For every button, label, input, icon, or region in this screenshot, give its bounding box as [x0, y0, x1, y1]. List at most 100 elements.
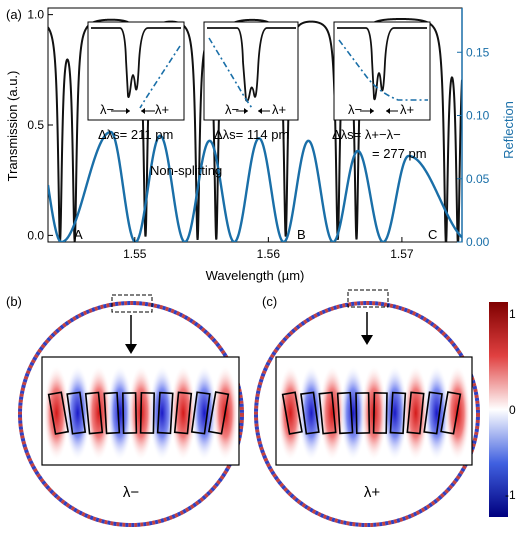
inset-1-lambda-minus: λ−: [100, 102, 114, 117]
field-lobe-negative: [423, 365, 450, 461]
ring-c-arrow-head: [361, 335, 373, 345]
colorbar-tick-mid: 0: [509, 403, 516, 417]
ring-c: λ+: [254, 289, 480, 527]
inset-3-delta-value: = 277 pm: [372, 146, 427, 161]
inset-2: λ− λ+ Δλs= 114 pm: [203, 21, 299, 142]
ring-b-red-lobes: [18, 301, 244, 527]
inset-3: λ− λ+ Δλs= λ+−λ− = 277 pm: [332, 21, 431, 161]
inset-2-frame: [203, 21, 299, 121]
waveguide-segment: [440, 391, 462, 435]
x-tick-label: 1.56: [257, 247, 281, 261]
colorbar-tick-min: -1: [505, 488, 516, 502]
waveguide-segment: [173, 391, 193, 435]
field-lobe-positive: [319, 365, 346, 461]
waveguide-segment: [84, 391, 104, 435]
waveguide-segment: [423, 391, 443, 435]
inset-1-arrow-right-head: [141, 108, 145, 114]
panel-a-label: (a): [6, 7, 22, 22]
field-lobe-positive: [85, 365, 112, 461]
waveguide-segment: [122, 392, 138, 434]
zoom-b-field: [43, 365, 239, 461]
inset-3-transmission: [337, 27, 427, 101]
dip-label-a: A: [74, 227, 83, 242]
inset-3-arrow-right-head: [386, 108, 390, 114]
field-lobe-negative: [381, 365, 408, 461]
inset-1-reflection: [139, 45, 181, 109]
series-transmission: [48, 18, 462, 242]
field-lobe-positive: [402, 365, 429, 461]
ring-c-red-lobes: [254, 301, 480, 527]
y-axis-left-title: Transmission (a.u.): [5, 71, 20, 182]
ring-b: λ−: [18, 294, 244, 527]
y-axis-right-title: Reflection: [501, 101, 516, 159]
colorbar-gradient: [489, 302, 508, 517]
y-right-tick-label: 0.05: [466, 172, 490, 186]
y-left-tick-label: 1.0: [27, 8, 44, 22]
waveguide-segment: [47, 391, 70, 435]
waveguide-segment: [207, 391, 230, 435]
field-lobe-positive: [43, 365, 70, 461]
waveguide-segment: [372, 392, 388, 434]
inset-2-arrow-right-head: [258, 108, 262, 114]
waveguide-segment: [281, 391, 303, 435]
y-left-tick-label: 0.5: [27, 118, 44, 132]
waveguide-segment: [300, 391, 320, 435]
ring-b-zoom-marker: [111, 294, 153, 313]
inset-2-lambda-minus: λ−: [225, 102, 239, 117]
non-splitting-label: Non-splitting: [150, 163, 222, 178]
inset-3-delta: Δλs= λ+−λ−: [332, 127, 401, 142]
field-lobe-positive: [170, 365, 197, 461]
field-lobe-negative: [298, 365, 325, 461]
waveguide-segment: [190, 391, 211, 435]
colorbar: 1 0 -1: [489, 302, 516, 517]
mode-label-c: λ+: [364, 484, 381, 501]
panel-b-label: (b): [6, 294, 22, 309]
inset-2-delta: Δλs= 114 pm: [214, 127, 289, 142]
inset-3-frame: [333, 21, 431, 121]
y-right-tick-label: 0.10: [466, 109, 490, 123]
x-axis-title: Wavelength (µm): [206, 268, 305, 283]
waveguide-segment: [336, 391, 354, 435]
waveguide-segment: [406, 391, 425, 435]
field-lobe-positive: [277, 365, 304, 461]
inset-3-reflection: [338, 39, 428, 101]
insets: λ− λ+ Δλs= 211 pm λ− λ+ Δλs= 114 pm λ− λ: [87, 21, 431, 161]
ring-b-arrow-head: [125, 344, 137, 354]
inset-1-delta: Δλs= 211 pm: [98, 127, 173, 142]
y-right-tick-label: 0.00: [466, 235, 490, 249]
x-tick-label: 1.55: [123, 247, 147, 261]
inset-1-transmission: [91, 27, 181, 99]
field-lobe-negative: [149, 365, 176, 461]
field-lobe-negative: [106, 365, 133, 461]
y-right-tick-label: 0.15: [466, 45, 490, 59]
waveguide-segment: [103, 391, 121, 435]
inset-1-arrow-left-head: [126, 108, 130, 114]
waveguide-segment: [139, 392, 155, 434]
axes: 0.0 0.5 1.0 0.00 0.05 0.10 0.15 1.55 1.56 1.57: [27, 8, 489, 261]
field-lobe-negative: [191, 365, 218, 461]
waveguide-segment: [355, 392, 371, 434]
inset-3-lambda-plus: λ+: [400, 102, 414, 117]
inset-2-arrow-left-head: [244, 108, 248, 114]
zoom-c-field: [277, 365, 471, 461]
inset-2-lambda-plus: λ+: [272, 102, 286, 117]
inset-1: λ− λ+ Δλs= 211 pm: [87, 21, 185, 142]
y-left-tick-label: 0.0: [27, 228, 44, 242]
inset-3-arrow-left-head: [370, 108, 374, 114]
series-layer: [48, 18, 462, 242]
inset-1-lambda-plus: λ+: [155, 102, 169, 117]
field-lobe-negative: [340, 365, 367, 461]
ring-c-zoom-marker: [347, 289, 389, 308]
inset-1-frame: [87, 21, 185, 121]
inset-2-reflection: [208, 37, 253, 109]
waveguide-segment: [318, 391, 337, 435]
waveguide-segment: [156, 391, 174, 435]
inset-3-lambda-minus: λ−: [348, 102, 362, 117]
colorbar-tick-max: 1: [509, 307, 516, 321]
waveguide-segment: [389, 391, 407, 435]
series-reflection: [48, 130, 462, 242]
x-tick-label: 1.57: [390, 247, 414, 261]
panel-c-label: (c): [262, 294, 277, 309]
waveguide-segment: [66, 391, 87, 435]
